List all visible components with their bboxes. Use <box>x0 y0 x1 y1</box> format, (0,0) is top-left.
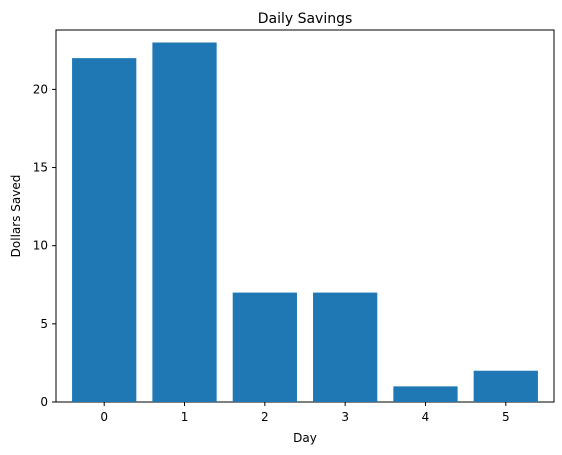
y-tick-label: 10 <box>33 239 48 253</box>
plot-frame <box>55 29 555 403</box>
bar-day-1 <box>152 42 217 402</box>
bar-day-5 <box>473 370 538 402</box>
x-tick-label: 1 <box>181 410 189 424</box>
x-tick-label: 2 <box>261 410 269 424</box>
x-tick-label: 4 <box>422 410 430 424</box>
bar-day-2 <box>232 292 297 402</box>
y-axis-label: Dollars Saved <box>9 175 23 258</box>
x-tick-label: 0 <box>100 410 108 424</box>
y-tick-label: 20 <box>33 82 48 96</box>
x-axis-ticks: 0 1 2 3 4 5 <box>100 402 510 424</box>
y-tick-label: 0 <box>40 395 48 409</box>
y-tick-label: 5 <box>40 317 48 331</box>
bar-day-3 <box>313 292 378 402</box>
x-axis-label: Day <box>293 431 317 445</box>
bars <box>72 42 538 402</box>
chart-title: Daily Savings <box>258 11 353 27</box>
x-tick-label: 3 <box>341 410 349 424</box>
y-axis-ticks: 0 5 10 15 20 <box>33 82 56 409</box>
plot-area: 0 1 2 3 4 5 0 5 10 15 20 <box>33 29 555 424</box>
bar-day-0 <box>72 58 137 402</box>
x-tick-label: 5 <box>502 410 510 424</box>
y-tick-label: 15 <box>33 161 48 175</box>
bar-day-4 <box>393 386 458 402</box>
